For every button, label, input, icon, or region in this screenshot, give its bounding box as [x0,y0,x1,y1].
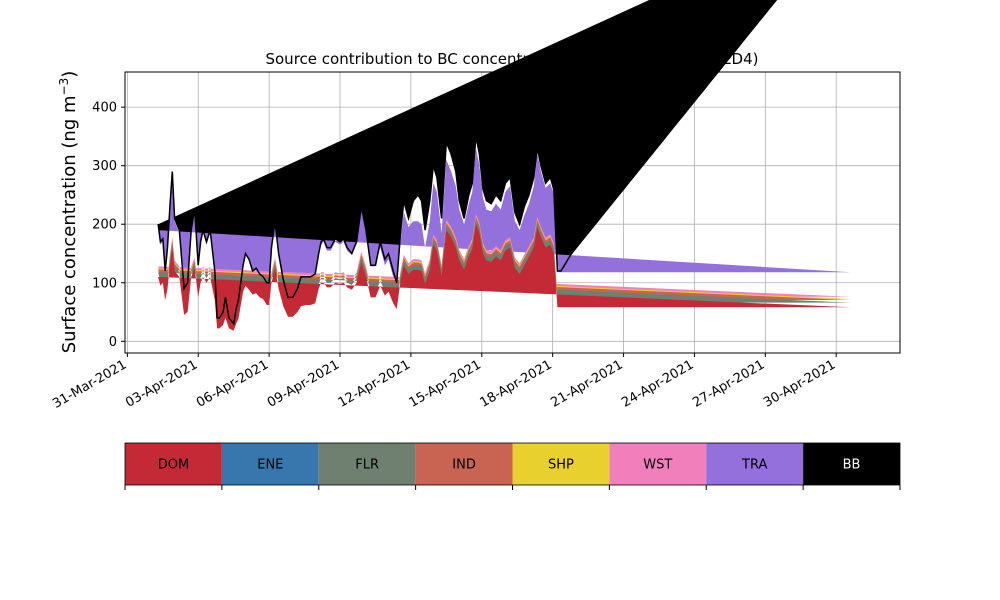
x-tick-label: 27-Apr-2021 [690,357,767,410]
area-tra [158,148,851,324]
legend-colorbar: DOM ENE FLR IND SHP WST TRA BB [124,442,901,490]
x-tick-label: 06-Apr-2021 [194,357,271,410]
chart-title: Source contribution to BC concentrations… [265,50,758,68]
x-tick-label: 09-Apr-2021 [265,357,342,410]
legend-swatch-tra [706,443,804,485]
y-axis-label: Surface concentration (ng m−3) [57,71,80,354]
legend-label-tra: TRA [741,458,767,473]
x-tick-label: 18-Apr-2021 [478,357,555,410]
legend-label-bb: BB [843,458,861,473]
legend-label-ind: IND [452,458,476,473]
x-tick-label: 03-Apr-2021 [123,357,200,410]
stacked-areas [157,0,851,331]
y-axis-label-sup: −3 [57,78,71,96]
legend-swatch-ind [415,443,513,485]
y-tick-label: 0 [109,335,117,350]
y-tick-label: 200 [92,218,117,233]
x-tick-label: 12-Apr-2021 [336,357,413,410]
legend-swatch-ene [221,443,319,485]
y-tick-label: 100 [92,276,117,291]
plot-frame [124,71,901,354]
legend-swatch-wst [609,443,707,485]
area-dom [158,224,851,331]
total-line [157,0,778,326]
x-tick-label: 24-Apr-2021 [619,357,696,410]
y-tick-label: 300 [92,159,117,174]
legend-swatch-flr [318,443,416,485]
legend-label-shp: SHP [548,458,574,473]
legend-swatch-shp [512,443,610,485]
x-tick-label: 15-Apr-2021 [407,357,484,410]
x-tick-label: 21-Apr-2021 [548,357,625,410]
y-axis-label-main: Surface concentration (ng m [59,95,80,353]
legend-label-wst: WST [643,458,672,473]
x-tick-label: 30-Apr-2021 [761,357,838,410]
legend-label-flr: FLR [355,458,379,473]
legend-swatch-bb [803,443,900,485]
x-tick-label: 31-Mar-2021 [50,357,129,411]
legend-label-dom: DOM [158,458,189,473]
legend-swatch-dom [125,443,222,485]
y-tick-label: 400 [92,101,117,116]
legend-label-ene: ENE [257,458,283,473]
y-axis-label-close: ) [59,71,80,78]
